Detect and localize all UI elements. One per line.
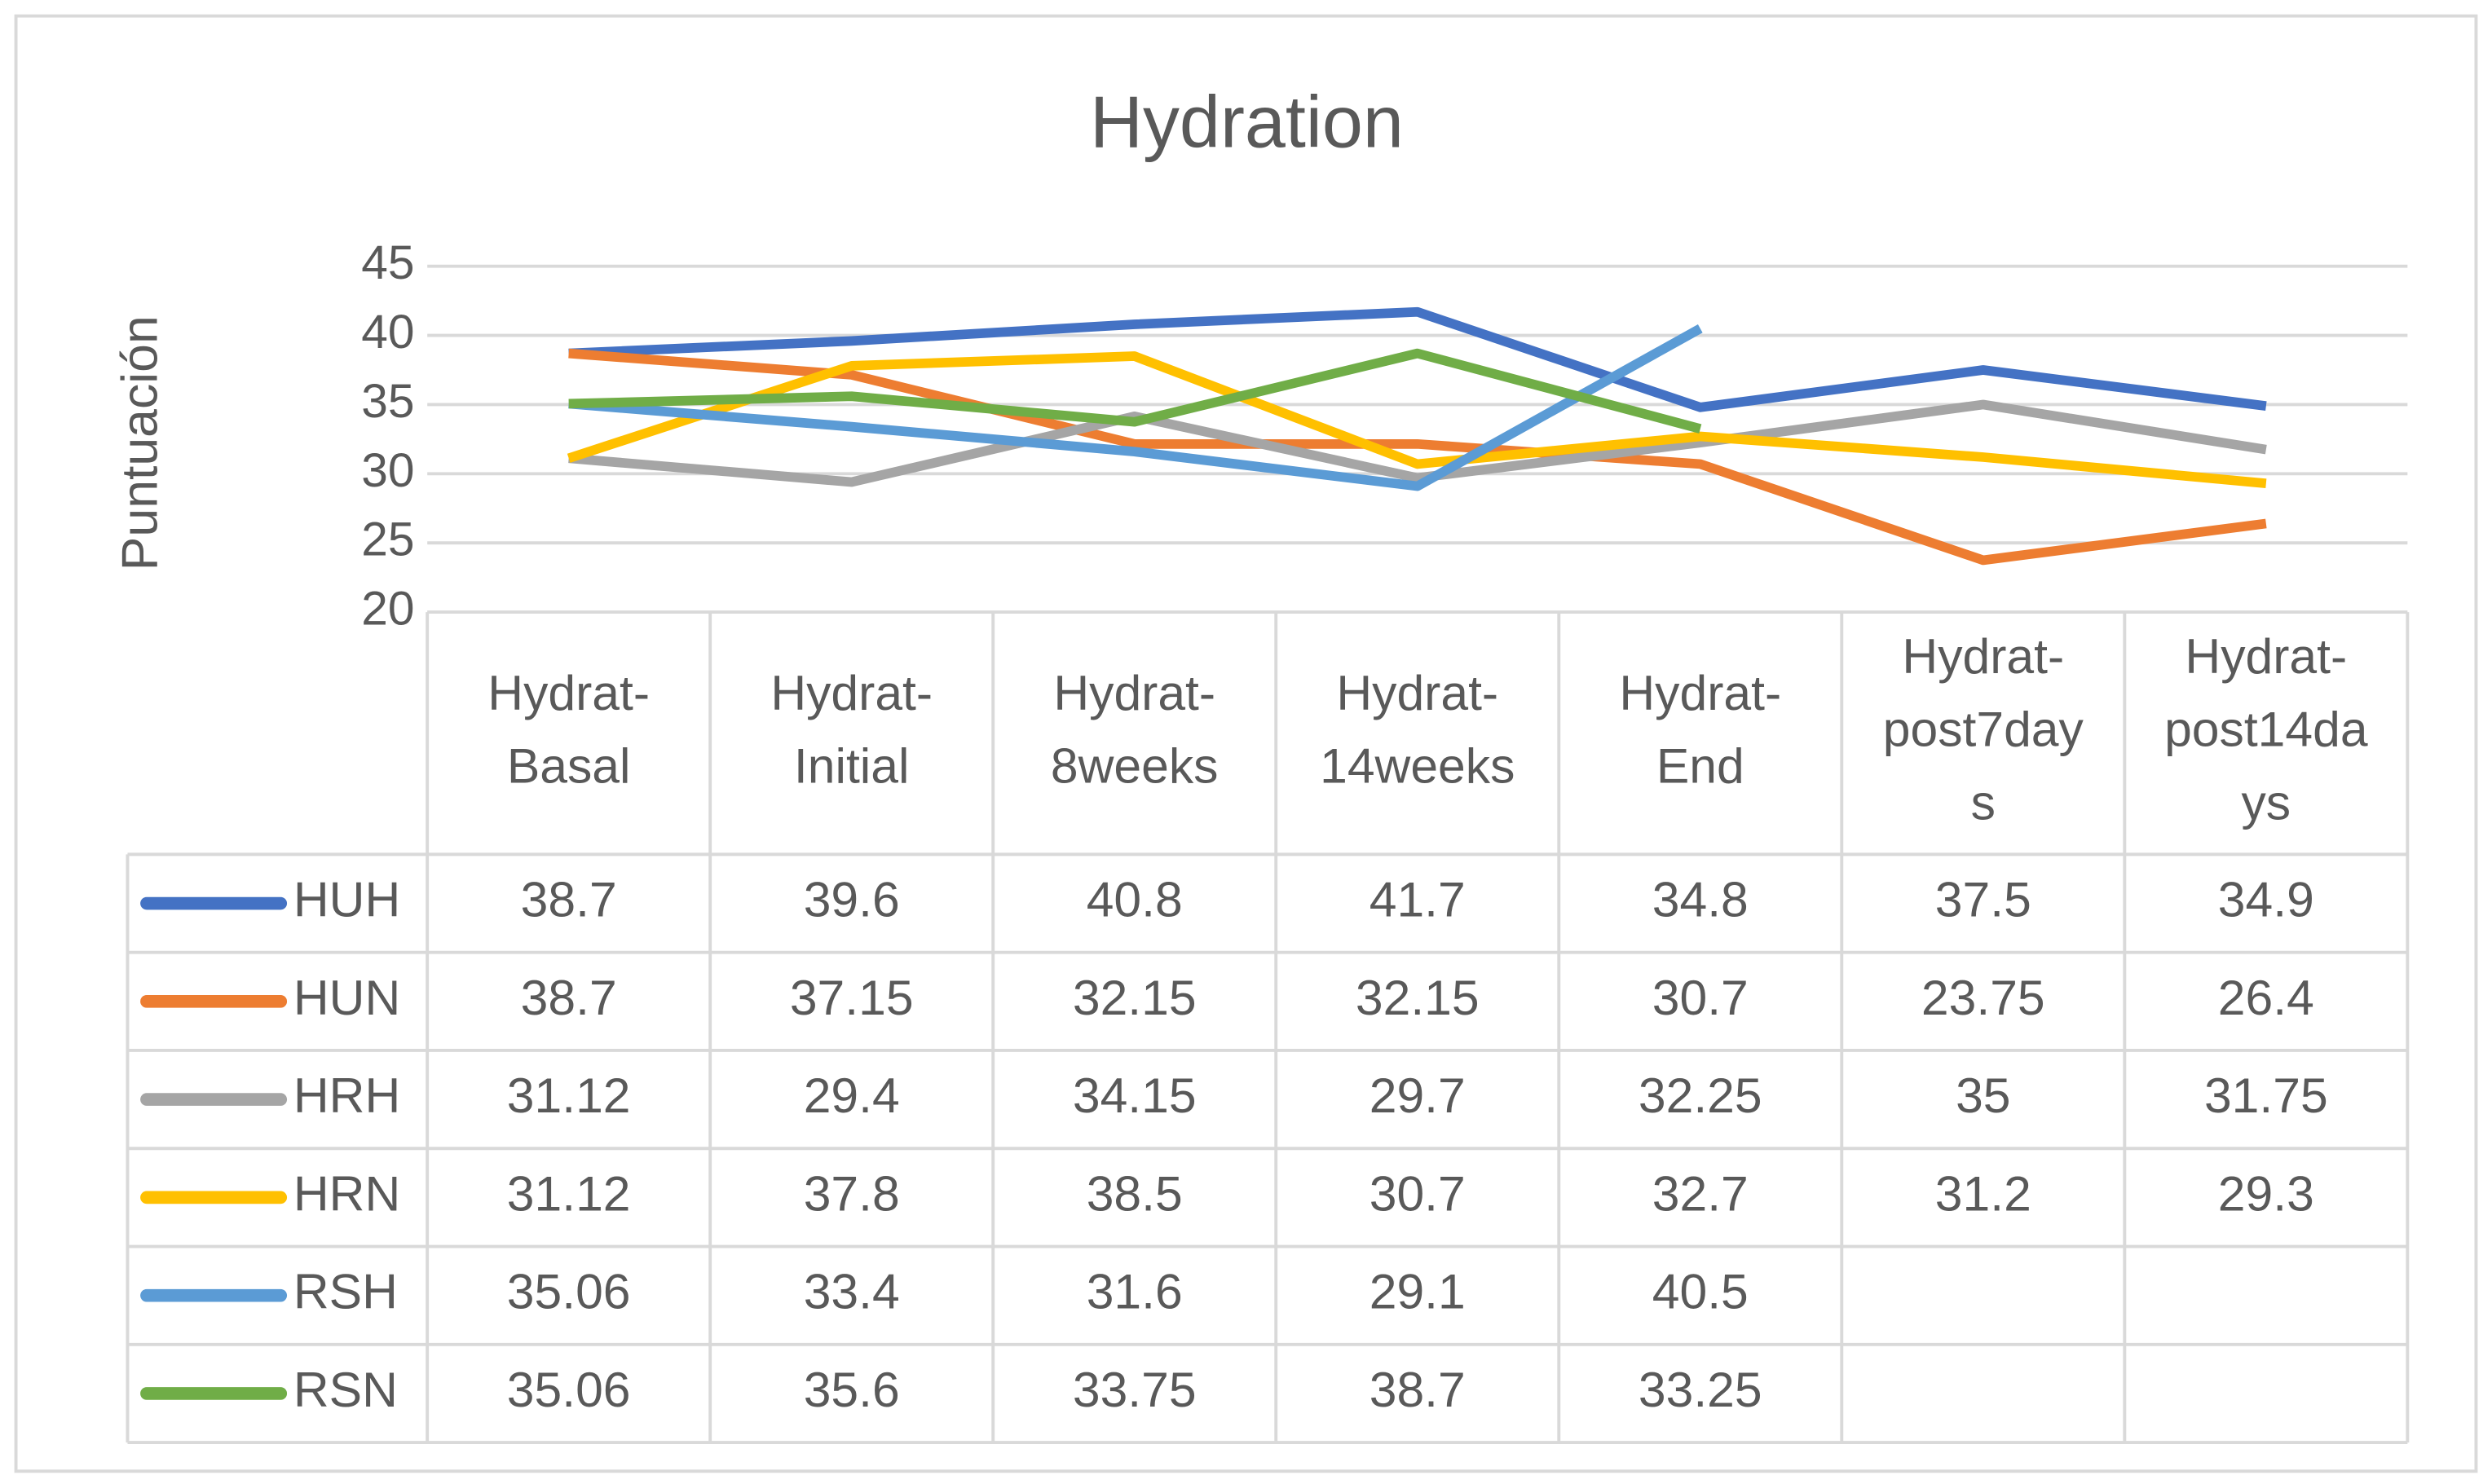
series-line <box>568 399 2267 487</box>
table-value: 38.7 <box>1369 1362 1466 1417</box>
table-value: 31.2 <box>1935 1165 2031 1221</box>
y-tick-label: 40 <box>361 306 414 359</box>
table-value: 23.75 <box>1921 970 2045 1025</box>
table-value: 34.8 <box>1652 872 1749 927</box>
x-tick-label: Hydrat-8weeks <box>1051 665 1219 794</box>
y-tick-label: 45 <box>361 236 414 289</box>
table-value: 38.7 <box>521 970 617 1025</box>
table-value: 29.3 <box>2218 1165 2314 1221</box>
table-value: 32.15 <box>1356 970 1480 1025</box>
y-tick-label: 30 <box>361 444 414 497</box>
series-line <box>568 324 1703 491</box>
table-value: 38.5 <box>1087 1165 1183 1221</box>
table-value: 31.75 <box>2204 1068 2328 1123</box>
x-tick-label: Hydrat-post7day s <box>1883 628 2084 830</box>
table-value: 26.4 <box>2218 970 2314 1025</box>
y-tick-label: 20 <box>361 583 414 636</box>
table-value: 33.4 <box>804 1264 900 1319</box>
table-value: 32.15 <box>1073 970 1197 1025</box>
table-value: 30.7 <box>1652 970 1749 1025</box>
x-tick-label: Hydrat-post14da ys <box>2164 628 2368 830</box>
table-value: 35 <box>1956 1068 2010 1123</box>
y-axis-label: Puntuación <box>112 315 169 570</box>
table-value: 31.6 <box>1087 1264 1183 1319</box>
legend-label: HRN <box>293 1165 400 1221</box>
table-value: 35.06 <box>507 1264 631 1319</box>
chart-border <box>14 14 2478 1473</box>
legend-label: HUH <box>293 872 400 927</box>
legend-label: HUN <box>293 970 400 1025</box>
table-value: 33.75 <box>1073 1362 1197 1417</box>
legend-label: RSH <box>293 1264 398 1319</box>
table-value: 40.5 <box>1652 1264 1749 1319</box>
table-value: 29.1 <box>1369 1264 1466 1319</box>
x-tick-label: Hydrat-End <box>1619 665 1781 794</box>
table-value: 31.12 <box>507 1165 631 1221</box>
table-value: 32.25 <box>1639 1068 1762 1123</box>
x-tick-label: Hydrat-Initial <box>770 665 933 794</box>
table-value: 38.7 <box>521 872 617 927</box>
table-value: 29.7 <box>1369 1068 1466 1123</box>
table-value: 41.7 <box>1369 872 1466 927</box>
x-tick-label: Hydrat-Basal <box>487 665 650 794</box>
legend-label: HRH <box>293 1068 400 1123</box>
table-value: 35.06 <box>507 1362 631 1417</box>
table-value: 32.7 <box>1652 1165 1749 1221</box>
series-line <box>567 351 2267 489</box>
table-value: 35.6 <box>804 1362 900 1417</box>
y-tick-label: 35 <box>361 375 414 428</box>
table-value: 39.6 <box>804 872 900 927</box>
table-value: 31.12 <box>507 1068 631 1123</box>
series-line <box>568 306 2267 412</box>
table-value: 30.7 <box>1369 1165 1466 1221</box>
table-value: 29.4 <box>804 1068 900 1123</box>
table-value: 34.15 <box>1073 1068 1197 1123</box>
table-value: 34.9 <box>2218 872 2314 927</box>
legend-label: RSN <box>293 1362 398 1417</box>
x-tick-label: Hydrat-14weeks <box>1320 665 1515 794</box>
y-tick-label: 25 <box>361 513 414 566</box>
table-value: 33.25 <box>1639 1362 1762 1417</box>
table-value: 37.8 <box>804 1165 900 1221</box>
table-value: 37.5 <box>1935 872 2031 927</box>
series-line <box>568 348 2267 566</box>
chart-title: Hydration <box>1090 81 1404 163</box>
table-value: 40.8 <box>1087 872 1183 927</box>
table-value: 37.15 <box>790 970 914 1025</box>
series-line <box>568 348 1702 434</box>
